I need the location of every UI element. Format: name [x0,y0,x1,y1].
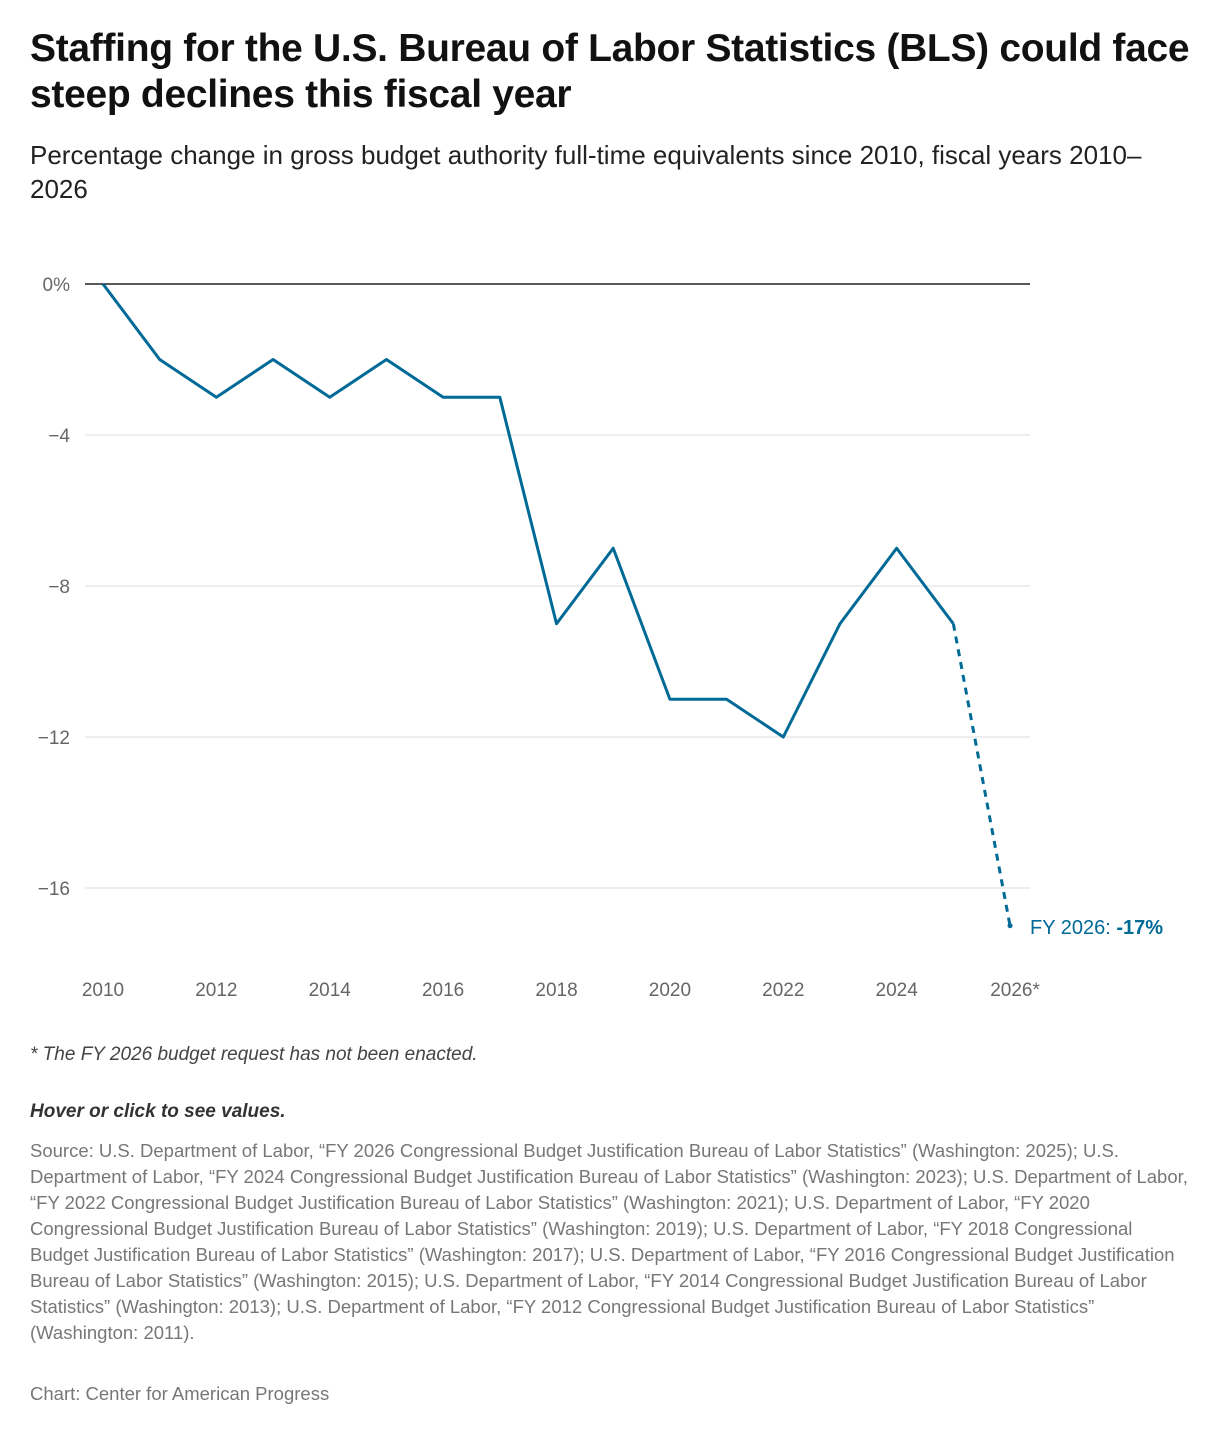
chart-title: Staffing for the U.S. Bureau of Labor St… [30,27,1190,116]
x-tick-label: 2024 [876,980,919,1001]
fy2026-annotation: FY 2026: -17% [1030,917,1163,939]
x-tick-label: 2014 [309,980,352,1001]
y-tick-label: −4 [48,426,70,447]
data-point[interactable] [1007,923,1013,929]
chart-subtitle: Percentage change in gross budget author… [30,140,1142,204]
hover-hint: Hover or click to see values. [30,1101,286,1122]
line-chart[interactable]: 0% −4 −8 −12 −16 2010 2012 2014 2016 2018 2020 2022… [0,250,1220,1030]
x-tick-label: 2026* [990,980,1040,1001]
y-tick-label: 0% [43,275,71,296]
y-tick-label: −12 [38,728,70,749]
y-tick-label: −16 [38,879,70,900]
x-tick-label: 2010 [82,980,124,1001]
y-tick-label: −8 [48,577,70,598]
x-tick-label: 2018 [535,980,577,1001]
x-tick-label: 2012 [195,980,237,1001]
x-tick-label: 2020 [649,980,691,1001]
x-tick-label: 2022 [762,980,804,1001]
source-text: Source: U.S. Department of Labor, “FY 20… [30,1140,1188,1343]
chart-credit: Chart: Center for American Progress [30,1383,330,1404]
series-line-actual [101,283,955,739]
x-tick-label: 2016 [422,980,464,1001]
series-line-projected [951,623,1012,927]
footnote: * The FY 2026 budget request has not bee… [30,1044,478,1065]
